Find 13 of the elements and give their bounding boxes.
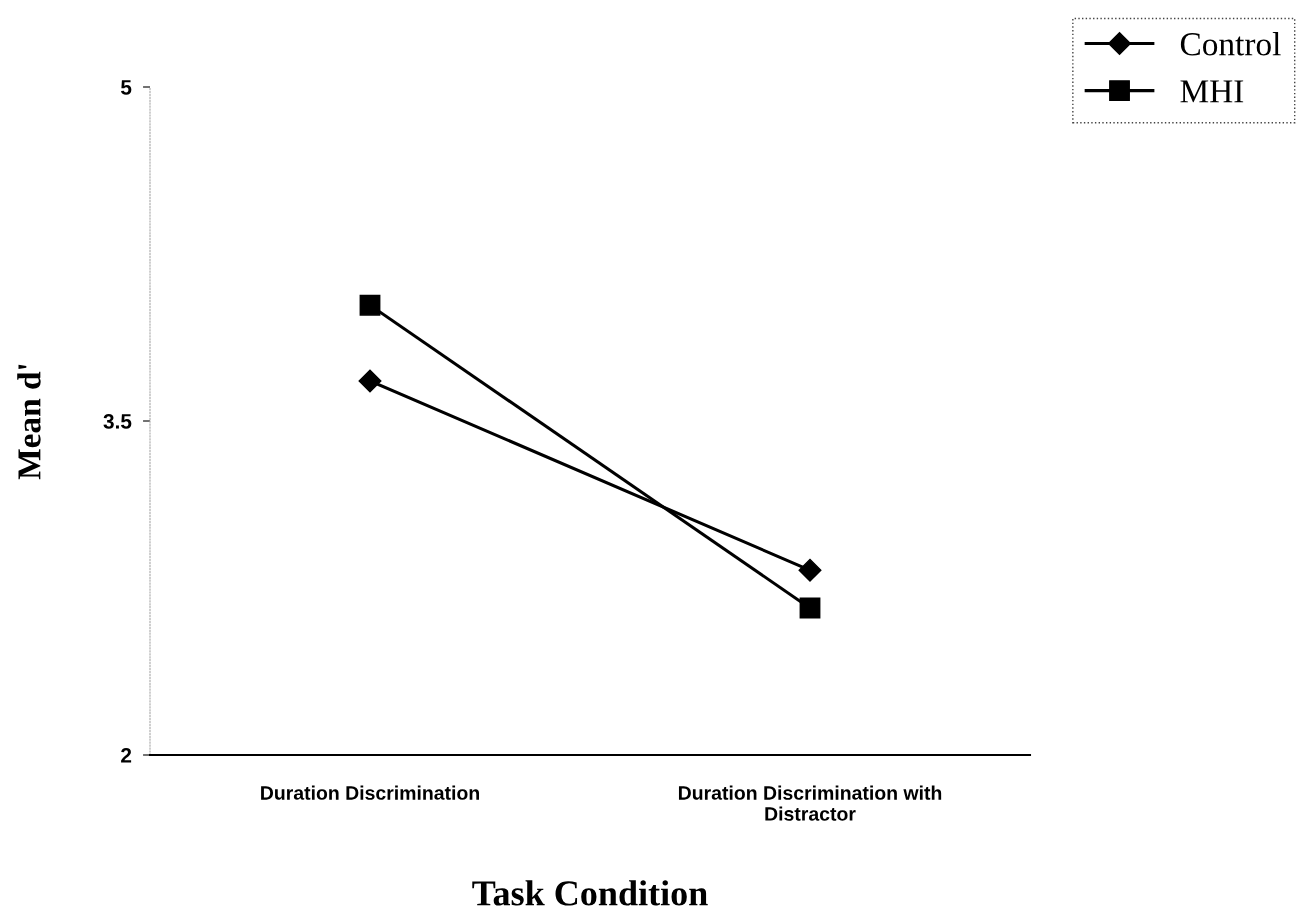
x-axis-title: Task Condition	[472, 880, 708, 906]
point	[359, 294, 381, 316]
y-axis-title: Mean d'	[17, 364, 41, 480]
legend-label: MHI	[1180, 80, 1244, 103]
y-tick-label: 2	[121, 748, 132, 763]
y-tick-label: 3.5	[103, 414, 132, 429]
x-tick-label: Duration Discrimination with Distractor	[678, 785, 942, 821]
point	[798, 558, 822, 582]
y-tick-label: 5	[121, 80, 132, 95]
point	[799, 597, 821, 619]
point	[358, 369, 382, 393]
x-tick-label: Duration Discrimination	[261, 785, 479, 800]
legend-label: Control	[1180, 32, 1281, 56]
